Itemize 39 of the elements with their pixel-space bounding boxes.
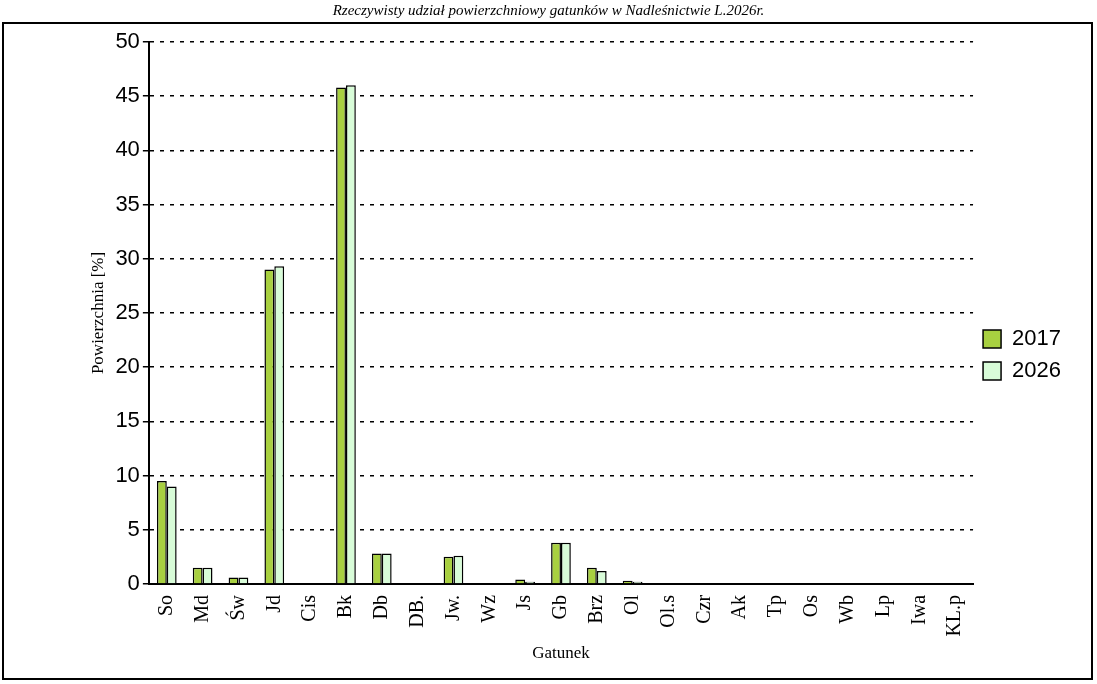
y-tick-label: 25: [115, 299, 140, 325]
x-tick-label: Brz: [584, 594, 607, 624]
y-tick-label: 45: [115, 82, 140, 108]
x-tick-label: Jw.: [440, 594, 463, 621]
x-tick-label: Js: [512, 594, 535, 611]
x-tick-label: KL.p: [942, 594, 966, 637]
y-tick-label: 5: [127, 515, 140, 541]
y-axis-title: Powierzchnia [%]: [87, 251, 107, 375]
y-tick-label: 10: [115, 461, 140, 487]
x-tick-label: Ak: [727, 594, 750, 620]
x-tick-label: Lp: [870, 594, 894, 618]
x-tick-label: Wb: [834, 594, 857, 624]
x-tick-label: So: [154, 594, 177, 617]
y-tick-label: 30: [115, 244, 140, 270]
x-tick-label: Św: [224, 594, 248, 621]
x-tick-label: Ol: [619, 594, 642, 615]
x-tick-label: Tp: [763, 594, 787, 618]
legend-label: 2026: [1012, 357, 1062, 383]
x-tick-label: Cis: [297, 594, 320, 622]
y-tick-label: 20: [115, 353, 140, 379]
x-tick-label: Db: [369, 594, 392, 620]
y-tick-label: 40: [115, 136, 140, 162]
x-tick-label: DB.: [404, 594, 427, 628]
x-tick-label: Czr: [691, 594, 714, 624]
x-axis-title: Gatunek: [532, 643, 591, 663]
x-tick-label: Bk: [333, 594, 356, 619]
legend-label: 2017: [1012, 325, 1062, 351]
x-tick-label: Wz: [476, 594, 499, 623]
x-tick-label: Jd: [261, 594, 284, 613]
x-tick-label: Iwa: [906, 594, 929, 625]
x-tick-label: Os: [799, 594, 822, 618]
y-tick-label: 35: [115, 190, 140, 216]
x-tick-label: Gb: [548, 594, 571, 620]
x-tick-label: Ol.s: [655, 594, 678, 628]
y-tick-label: 0: [127, 570, 140, 595]
y-tick-label: 50: [115, 28, 140, 54]
x-tick-label: Md: [189, 594, 212, 623]
chart-title: Rzeczywisty udział powierzchniowy gatunków w Nadleśnictwie L.2026r.: [331, 2, 766, 19]
y-tick-label: 15: [115, 407, 140, 433]
